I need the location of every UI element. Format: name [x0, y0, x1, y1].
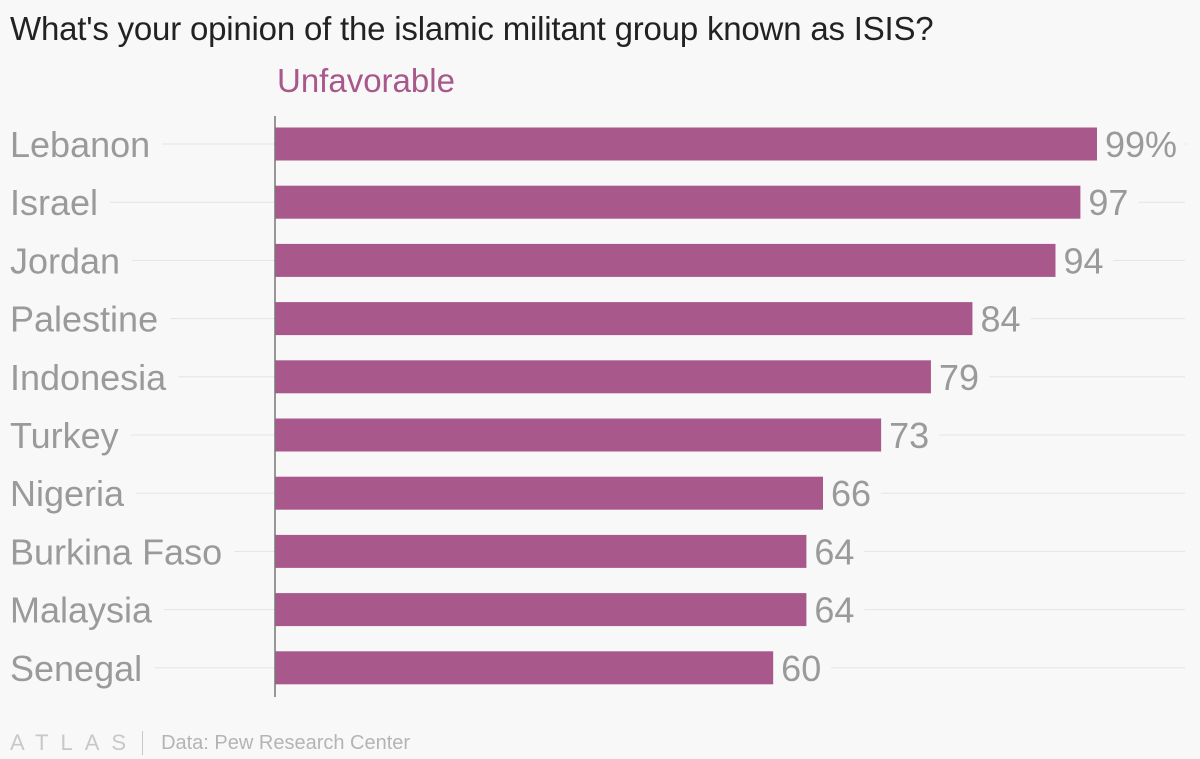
category-label: Lebanon: [10, 124, 150, 165]
bar: [275, 651, 774, 685]
bar: [275, 476, 823, 510]
bar: [275, 418, 882, 452]
value-label: 84: [980, 299, 1020, 340]
bar: [275, 534, 807, 568]
value-label: 79: [939, 357, 979, 398]
value-label: 99%: [1105, 124, 1177, 165]
bar: [275, 243, 1056, 277]
category-label: Palestine: [10, 299, 158, 340]
value-label: 60: [781, 648, 821, 689]
footer-divider: [142, 731, 144, 755]
category-label: Nigeria: [10, 473, 125, 514]
category-label: Israel: [10, 182, 98, 223]
category-label: Burkina Faso: [10, 531, 222, 572]
value-label: 64: [814, 590, 854, 631]
bar: [275, 360, 931, 394]
value-label: 73: [889, 415, 929, 456]
bar: [275, 127, 1097, 161]
value-label: 66: [831, 473, 871, 514]
atlas-logo: ATLAS: [10, 730, 139, 755]
category-label: Senegal: [10, 648, 142, 689]
series-label: Unfavorable: [277, 62, 455, 99]
value-label: 97: [1088, 182, 1128, 223]
category-label: Indonesia: [10, 357, 167, 398]
bar: [275, 593, 807, 627]
footer: ATLAS Data: Pew Research Center: [10, 728, 410, 758]
category-label: Malaysia: [10, 590, 153, 631]
category-label: Jordan: [10, 240, 120, 281]
bar: [275, 185, 1081, 219]
source-note: Data: Pew Research Center: [161, 731, 411, 754]
value-label: 94: [1063, 240, 1103, 281]
chart-title: What's your opinion of the islamic milit…: [10, 10, 934, 47]
bar: [275, 302, 973, 336]
category-label: Turkey: [10, 415, 119, 456]
value-label: 64: [814, 531, 854, 572]
